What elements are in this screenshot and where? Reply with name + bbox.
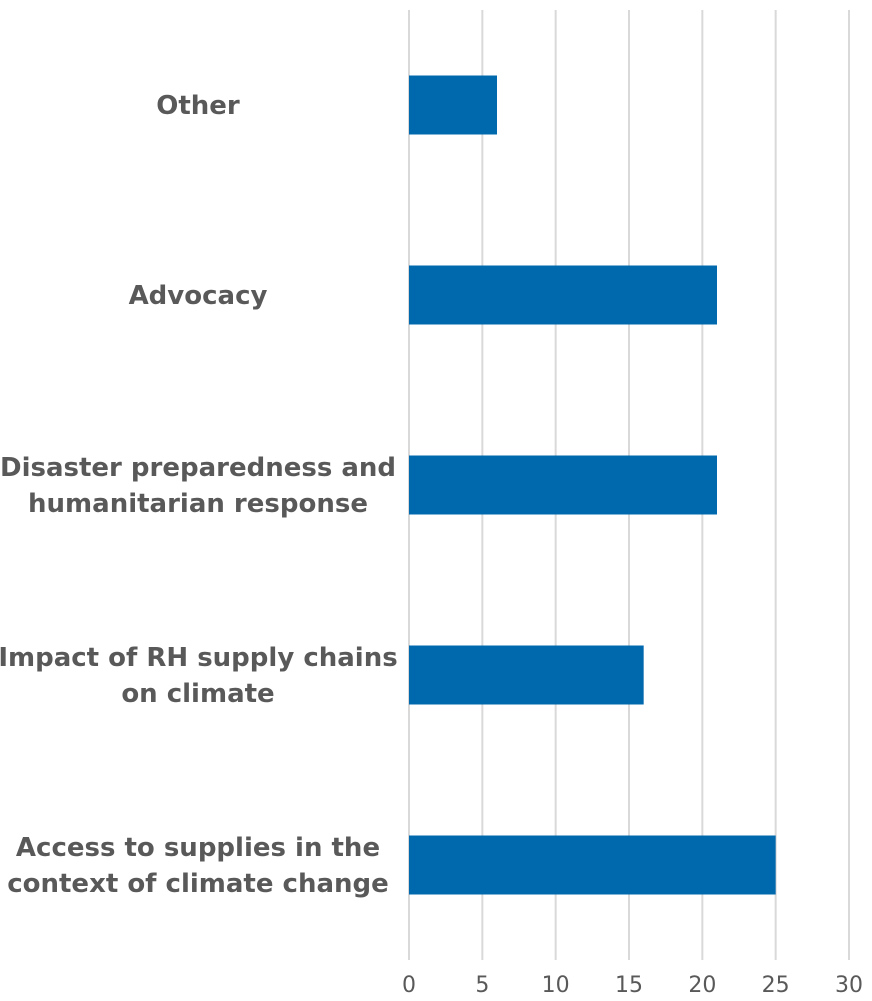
- category-label-4-line-1: Impact of RH supply chains: [0, 643, 398, 673]
- bar-4: [409, 646, 644, 705]
- x-tick-label-20: 20: [688, 973, 716, 998]
- category-label-1: Other: [156, 91, 240, 121]
- x-tick-label-30: 30: [835, 973, 863, 998]
- category-label-3-line-1: Disaster preparedness and: [0, 453, 396, 483]
- bar-1: [409, 76, 497, 135]
- category-label-4-line-2: on climate: [121, 679, 274, 709]
- category-labels: Other Advocacy Disaster preparedness and hu…: [0, 91, 398, 899]
- bar-2: [409, 266, 717, 325]
- x-tick-label-0: 0: [402, 973, 416, 998]
- bars: [409, 76, 776, 895]
- category-label-2: Advocacy: [129, 281, 268, 311]
- x-axis-tick-labels: 0 5 10 15 20 25 30: [402, 973, 863, 998]
- category-label-5-line-1: Access to supplies in the: [16, 833, 380, 863]
- x-tick-label-5: 5: [475, 973, 489, 998]
- x-tick-label-10: 10: [542, 973, 570, 998]
- x-tick-label-15: 15: [615, 973, 643, 998]
- bar-5: [409, 836, 776, 895]
- x-tick-label-25: 25: [762, 973, 790, 998]
- bar-3: [409, 456, 717, 515]
- category-label-3-line-2: humanitarian response: [28, 489, 368, 519]
- category-label-5-line-2: context of climate change: [7, 869, 389, 899]
